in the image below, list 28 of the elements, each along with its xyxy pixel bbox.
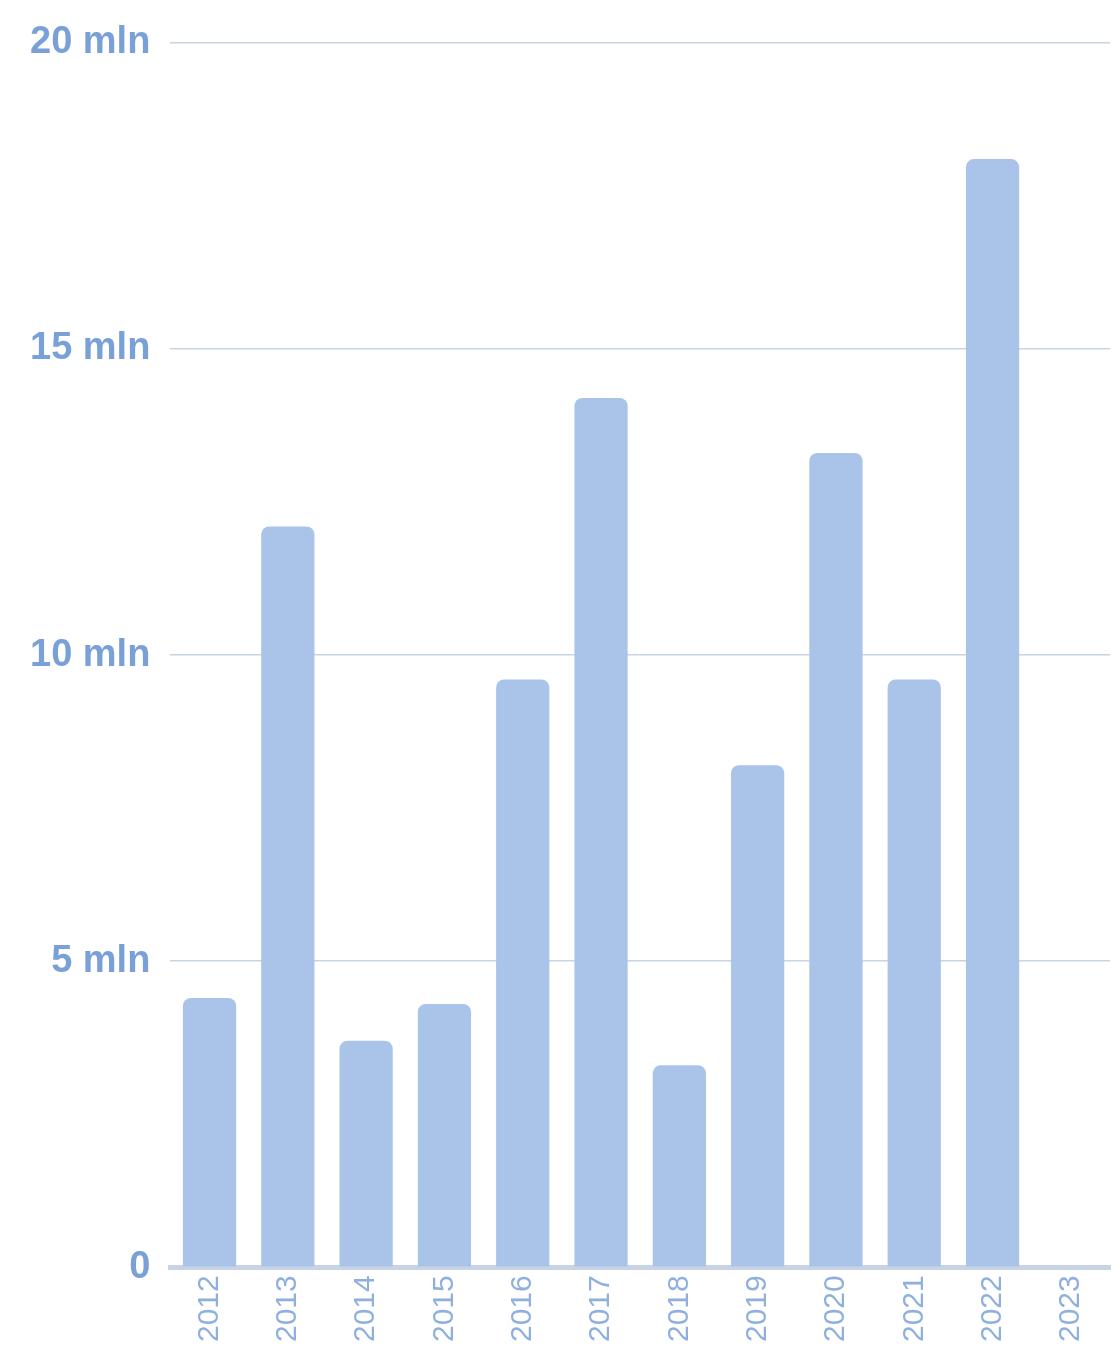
x-tick-label: 2014 [347,1275,381,1343]
bar [965,159,1020,1267]
x-tick-label: 2020 [817,1275,851,1343]
x-tick-label: 2012 [190,1275,224,1343]
bar [182,997,237,1267]
x-tick-label: 2018 [660,1275,694,1343]
bar [574,397,628,1267]
bar [417,1004,472,1267]
y-tick-label: 15 mln [29,325,151,368]
x-tick-label: 2019 [738,1275,772,1343]
y-tick-label: 10 mln [29,631,151,674]
bar [731,765,785,1267]
x-tick-label: 2016 [504,1275,537,1343]
x-tick-label: 2021 [895,1275,929,1343]
x-tick-label: 2013 [269,1275,303,1343]
x-tick-label: 2015 [425,1275,459,1343]
x-tick-label: 2023 [1052,1275,1086,1343]
y-tick-label: 5 mln [51,937,151,980]
y-tick-label: 20 mln [29,19,151,62]
bar [496,679,550,1267]
x-tick-label: 2017 [582,1275,616,1343]
bar [809,453,863,1267]
bar [339,1040,393,1267]
bar [652,1065,706,1267]
y-tick-label: 0 [129,1243,151,1286]
x-tick-label: 2022 [973,1275,1007,1343]
bar [887,679,941,1267]
bar [261,526,315,1267]
